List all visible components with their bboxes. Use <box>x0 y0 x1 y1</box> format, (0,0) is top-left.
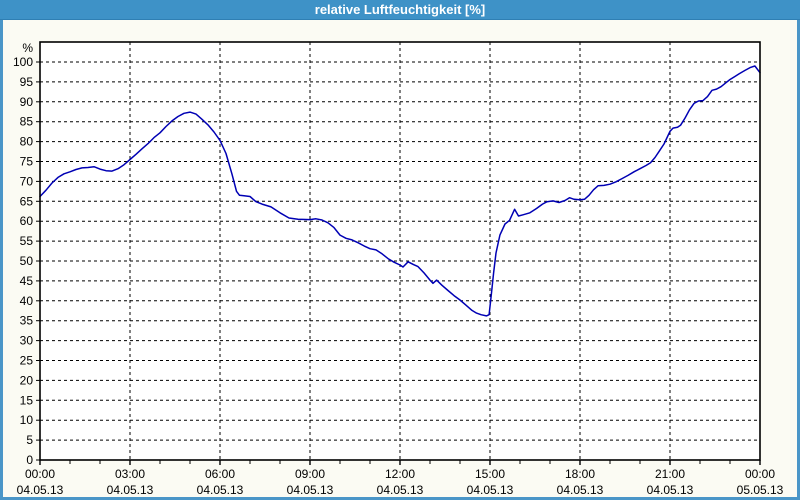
x-tick-time-label: 18:00 <box>565 467 595 481</box>
y-tick-label: 10 <box>20 413 34 427</box>
y-tick-label: 75 <box>20 155 34 169</box>
y-axis-unit-label: % <box>22 41 33 55</box>
x-tick-time-label: 03:00 <box>115 467 145 481</box>
x-tick-time-label: 21:00 <box>655 467 685 481</box>
window-title: relative Luftfeuchtigkeit [%] <box>314 2 486 17</box>
x-tick-date-label: 04.05.13 <box>467 483 514 497</box>
series-line <box>39 65 761 317</box>
y-tick-label: 55 <box>20 234 34 248</box>
chart-content: 0 5 10 15 20 25 30 35 40 45 50 55 60 65 70 75 80 85 90 95 10… <box>3 20 797 497</box>
humidity-line-chart: 0 5 10 15 20 25 30 35 40 45 50 55 60 65 70 75 80 85 90 95 10… <box>3 20 797 497</box>
y-axis-labels: 0 5 10 15 20 25 30 35 40 45 50 55 60 65 70 75 80 85 90 95 10… <box>13 41 33 467</box>
y-tick-label: 25 <box>20 354 34 368</box>
y-tick-label: 65 <box>20 194 34 208</box>
y-tick-label: 40 <box>20 294 34 308</box>
y-tick-label: 50 <box>20 254 34 268</box>
y-tick-label: 35 <box>20 314 34 328</box>
y-tick-label: 20 <box>20 373 34 387</box>
x-tick-date-label: 05.05.13 <box>737 483 784 497</box>
x-tick-time-label: 06:00 <box>205 467 235 481</box>
y-tick-label: 100 <box>13 55 33 69</box>
x-tick-date-label: 04.05.13 <box>197 483 244 497</box>
y-tick-label: 15 <box>20 393 34 407</box>
y-tick-label: 70 <box>20 174 34 188</box>
gridlines <box>40 42 760 460</box>
x-tick-date-label: 04.05.13 <box>557 483 604 497</box>
y-tick-label: 80 <box>20 135 34 149</box>
humidity-series-path <box>39 65 761 317</box>
y-tick-label: 60 <box>20 214 34 228</box>
y-tick-label: 90 <box>20 95 34 109</box>
y-tick-label: 0 <box>26 453 33 467</box>
y-tick-label: 5 <box>26 433 33 447</box>
x-tick-time-label: 15:00 <box>475 467 505 481</box>
x-tick-date-label: 04.05.13 <box>647 483 694 497</box>
x-axis-labels: 00:00 04.05.13 03:00 04.05.13 06:00 04.05.13 0… <box>17 467 784 497</box>
y-tick-label: 85 <box>20 115 34 129</box>
x-tick-time-label: 12:00 <box>385 467 415 481</box>
x-tick-time-label: 00:00 <box>25 467 55 481</box>
y-tick-label: 45 <box>20 274 34 288</box>
title-bar: relative Luftfeuchtigkeit [%] <box>0 0 800 20</box>
plot-frame <box>39 41 761 461</box>
x-tick-date-label: 04.05.13 <box>287 483 334 497</box>
x-tick-date-label: 04.05.13 <box>107 483 154 497</box>
x-tick-time-label: 00:00 <box>745 467 775 481</box>
x-tick-date-label: 04.05.13 <box>377 483 424 497</box>
y-tick-label: 30 <box>20 334 34 348</box>
x-tick-date-label: 04.05.13 <box>17 483 64 497</box>
y-tick-label: 95 <box>20 75 34 89</box>
x-tick-time-label: 09:00 <box>295 467 325 481</box>
